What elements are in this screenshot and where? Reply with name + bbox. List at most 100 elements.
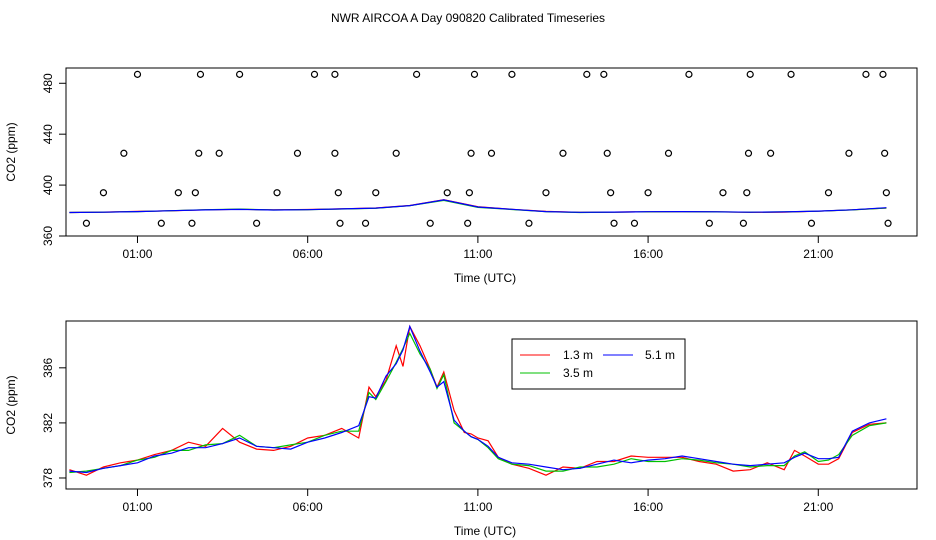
marker-point bbox=[273, 189, 281, 197]
marker-point bbox=[525, 219, 533, 227]
marker-point bbox=[465, 189, 473, 197]
marker-point bbox=[685, 70, 693, 78]
y-tick-label: 400 bbox=[41, 175, 55, 195]
marker-point bbox=[487, 149, 496, 157]
marker-point bbox=[443, 189, 451, 197]
marker-point bbox=[334, 189, 342, 197]
marker-point bbox=[610, 219, 618, 227]
marker-point bbox=[120, 149, 128, 157]
marker-point bbox=[331, 149, 339, 157]
marker-point bbox=[787, 70, 795, 78]
marker-point bbox=[195, 149, 203, 157]
top-axis-ticks: 01:00 06:00 11:00 16:00 21:00 360 400 440 480 bbox=[41, 73, 834, 261]
y-tick-label: 480 bbox=[41, 73, 55, 93]
marker-point bbox=[603, 149, 611, 157]
top-series-lines bbox=[69, 199, 887, 214]
marker-point bbox=[630, 219, 639, 227]
bottom-x-axis-label: Time (UTC) bbox=[454, 524, 516, 538]
marker-point bbox=[664, 149, 673, 157]
y-tick-label: 378 bbox=[41, 468, 55, 488]
marker-point bbox=[542, 189, 550, 197]
y-tick-label: 360 bbox=[41, 226, 55, 246]
x-tick-label: 01:00 bbox=[122, 247, 152, 261]
marker-point bbox=[607, 189, 615, 197]
x-tick-label: 16:00 bbox=[633, 247, 663, 261]
marker-point bbox=[508, 70, 516, 78]
marker-point bbox=[705, 219, 713, 227]
legend-box bbox=[511, 338, 686, 390]
series-line-51m bbox=[69, 324, 887, 474]
marker-point bbox=[426, 219, 434, 227]
marker-point bbox=[99, 189, 108, 197]
legend-label-3.5m: 3.5 m bbox=[563, 366, 593, 380]
marker-point bbox=[464, 219, 472, 227]
marker-point bbox=[361, 219, 370, 227]
marker-point bbox=[807, 219, 816, 227]
y-tick-label: 440 bbox=[41, 124, 55, 144]
y-tick-label: 382 bbox=[41, 413, 55, 433]
marker-point bbox=[331, 70, 339, 78]
marker-point bbox=[236, 70, 244, 78]
marker-point bbox=[881, 149, 889, 157]
marker-point bbox=[739, 219, 747, 227]
marker-point bbox=[746, 70, 754, 78]
marker-point bbox=[336, 219, 344, 227]
legend-label-1.3m: 1.3 m bbox=[563, 348, 593, 362]
marker-point bbox=[157, 219, 165, 227]
marker-point bbox=[413, 70, 421, 78]
top-panel: 01:00 06:00 11:00 16:00 21:00 360 400 440 480 Ti… bbox=[4, 67, 918, 285]
marker-point bbox=[743, 189, 751, 197]
marker-point bbox=[196, 70, 205, 78]
x-tick-label: 21:00 bbox=[803, 500, 833, 514]
top-plot-frame bbox=[65, 67, 918, 237]
marker-point bbox=[174, 189, 182, 197]
marker-point bbox=[824, 189, 833, 197]
series-line-35m bbox=[69, 331, 887, 474]
series-line-51m bbox=[69, 199, 887, 214]
top-circle-markers bbox=[82, 70, 892, 227]
marker-point bbox=[882, 189, 890, 197]
top-x-axis-label: Time (UTC) bbox=[454, 271, 516, 285]
marker-point bbox=[644, 189, 652, 197]
marker-point bbox=[583, 70, 591, 78]
legend: 1.3 m 3.5 m 5.1 m bbox=[511, 338, 686, 390]
top-y-axis-label: CO2 (ppm) bbox=[4, 122, 18, 181]
marker-point bbox=[862, 70, 870, 78]
marker-point bbox=[215, 149, 223, 157]
marker-point bbox=[845, 149, 853, 157]
marker-point bbox=[293, 149, 302, 157]
bottom-axis-ticks: 01:00 06:00 11:00 16:00 21:00 378 382 386 bbox=[41, 357, 834, 514]
marker-point bbox=[191, 189, 199, 197]
marker-point bbox=[392, 149, 400, 157]
x-tick-label: 16:00 bbox=[633, 500, 663, 514]
x-tick-label: 21:00 bbox=[803, 247, 833, 261]
x-tick-label: 06:00 bbox=[293, 500, 323, 514]
marker-point bbox=[600, 70, 608, 78]
x-tick-label: 01:00 bbox=[122, 500, 152, 514]
marker-point bbox=[879, 70, 887, 78]
bottom-y-axis-label: CO2 (ppm) bbox=[4, 375, 18, 434]
series-line-13m bbox=[69, 324, 887, 476]
x-tick-label: 11:00 bbox=[463, 500, 492, 514]
chart-title: NWR AIRCOA A Day 090820 Calibrated Times… bbox=[331, 11, 605, 25]
marker-point bbox=[467, 149, 475, 157]
marker-point bbox=[744, 149, 753, 157]
y-tick-label: 386 bbox=[41, 357, 55, 377]
marker-point bbox=[253, 219, 261, 227]
x-tick-label: 11:00 bbox=[463, 247, 492, 261]
marker-point bbox=[372, 189, 380, 197]
bottom-panel: 01:00 06:00 11:00 16:00 21:00 378 382 386 Time … bbox=[4, 320, 918, 538]
x-tick-label: 06:00 bbox=[293, 247, 323, 261]
marker-point bbox=[767, 149, 775, 157]
marker-point bbox=[82, 219, 91, 227]
marker-point bbox=[884, 219, 892, 227]
bottom-series-lines bbox=[69, 324, 887, 476]
marker-point bbox=[470, 70, 479, 78]
bottom-plot-frame bbox=[65, 320, 918, 490]
marker-point bbox=[559, 149, 567, 157]
marker-point bbox=[719, 189, 727, 197]
legend-label-5.1m: 5.1 m bbox=[645, 348, 675, 362]
marker-point bbox=[133, 70, 142, 78]
marker-point bbox=[310, 70, 319, 78]
